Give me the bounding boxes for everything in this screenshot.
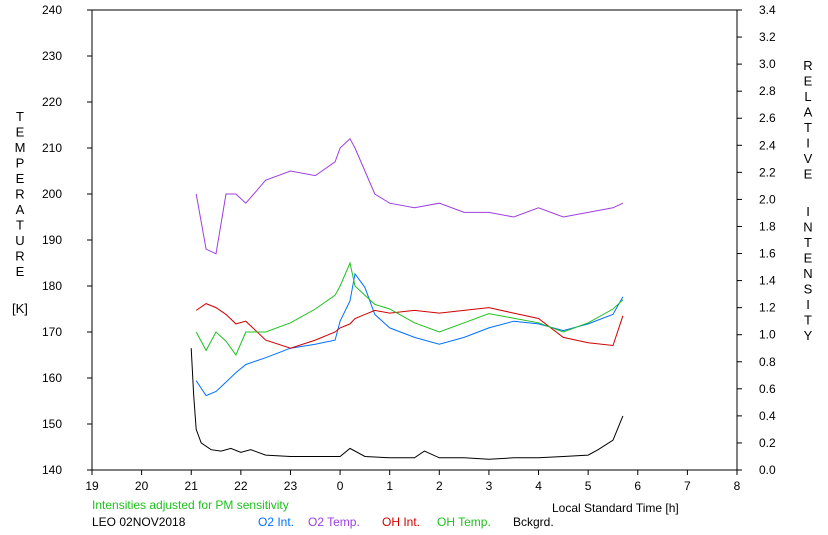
sensitivity-note: Intensities adjusted for PM sensitivity <box>92 498 289 512</box>
y-right-tick-label: 1.0 <box>759 328 776 342</box>
y-right-label-letter: E <box>804 74 813 89</box>
y-right-tick-label: 3.4 <box>759 3 776 17</box>
x-tick-label: 8 <box>734 479 741 493</box>
y-right-tick-label: 1.4 <box>759 274 776 288</box>
y-right-tick-label: 1.6 <box>759 247 776 261</box>
y-left-tick-label: 230 <box>42 49 62 63</box>
x-tick-label: 7 <box>684 479 691 493</box>
y-right-label-letter: N <box>803 266 812 281</box>
y-left-tick-label: 220 <box>42 95 62 109</box>
y-right-tick-label: 2.6 <box>759 111 776 125</box>
y-right-label-letter: I <box>806 136 810 151</box>
series-oh-int <box>195 303 624 349</box>
y-right-label-letter: I <box>806 297 810 312</box>
y-left-tick-label: 140 <box>42 463 62 477</box>
legend-o2-int: O2 Int. <box>258 515 295 529</box>
y-right-tick-label: 0.0 <box>759 463 776 477</box>
y-left-label-letter: R <box>15 187 24 202</box>
series-o2-int <box>195 272 624 397</box>
x-axis-label: Local Standard Time [h] <box>552 501 679 515</box>
y-right-label-letter: T <box>804 235 812 250</box>
y-right-tick-label: 2.0 <box>759 192 776 206</box>
y-left-label-letter: E <box>16 125 25 140</box>
station-date: LEO 02NOV2018 <box>92 515 186 529</box>
x-tick-label: 20 <box>135 479 149 493</box>
y-right-label-letter: L <box>804 89 811 104</box>
y-right-label-letter: N <box>803 220 812 235</box>
y-left-label-letter: E <box>16 264 25 279</box>
x-tick-label: 21 <box>185 479 199 493</box>
y-right-label-letter: S <box>804 282 813 297</box>
legend-oh-temp: OH Temp. <box>437 515 491 529</box>
y-right-tick-label: 2.2 <box>759 165 776 179</box>
y-left-label-letter: A <box>16 202 25 217</box>
y-left-label-letter: M <box>15 140 26 155</box>
x-tick-label: 19 <box>85 479 99 493</box>
x-tick-label: 23 <box>284 479 298 493</box>
y-right-tick-label: 1.8 <box>759 219 776 233</box>
y-right-tick-labels: 0.0 0.2 0.4 0.6 0.8 1.0 1.2 1.4 1.6 1.8 2.0 2.2 2.4 2… <box>759 3 776 477</box>
y-right-label-letter: T <box>804 313 812 328</box>
y-right-label-letter: E <box>804 251 813 266</box>
y-left-unit: [K] <box>12 301 28 316</box>
x-tick-label: 1 <box>386 479 393 493</box>
y-right-tick-label: 0.6 <box>759 382 776 396</box>
y-left-label-letter: P <box>16 156 25 171</box>
y-left-label-letter: E <box>16 171 25 186</box>
y-right-label-letter: V <box>804 151 813 166</box>
y-left-tick-label: 170 <box>42 325 62 339</box>
y-right-tick-label: 2.4 <box>759 138 776 152</box>
tick-marks <box>87 9 742 475</box>
series-o2-temp <box>195 137 624 255</box>
legend-oh-int: OH Int. <box>382 515 421 529</box>
y-left-tick-label: 190 <box>42 233 62 247</box>
y-left-tick-label: 180 <box>42 279 62 293</box>
y-right-tick-label: 3.2 <box>759 30 776 44</box>
y-right-tick-label: 3.0 <box>759 57 776 71</box>
y-left-tick-label: 150 <box>42 417 62 431</box>
plot-frame <box>91 9 738 471</box>
legend-o2-temp: O2 Temp. <box>308 515 360 529</box>
x-tick-label: 0 <box>337 479 344 493</box>
y-left-tick-label: 160 <box>42 371 62 385</box>
y-left-tick-label: 210 <box>42 141 62 155</box>
y-right-tick-label: 1.2 <box>759 301 776 315</box>
y-right-label-letter: A <box>804 105 813 120</box>
y-right-tick-label: 2.8 <box>759 84 776 98</box>
y-left-label-letter: T <box>16 109 24 124</box>
x-tick-label: 2 <box>436 479 443 493</box>
y-right-label-letter: R <box>803 58 812 73</box>
y-left-label-letter: U <box>15 233 24 248</box>
y-left-tick-label: 240 <box>42 3 62 17</box>
x-tick-label: 4 <box>535 479 542 493</box>
x-tick-label: 3 <box>486 479 493 493</box>
y-right-label-letter: E <box>804 167 813 182</box>
y-right-label-letter: T <box>804 120 812 135</box>
x-tick-label: 6 <box>634 479 641 493</box>
y-left-tick-label: 200 <box>42 187 62 201</box>
x-tick-label: 22 <box>234 479 248 493</box>
y-right-tick-label: 0.2 <box>759 436 776 450</box>
series-bckgrd <box>190 348 624 460</box>
legend-bckgrd: Bckgrd. <box>513 515 554 529</box>
x-tick-labels: 19 20 21 22 23 0 1 2 3 4 5 6 7 8 <box>85 479 740 493</box>
y-left-tick-labels: 140 150 160 170 180 190 200 210 220 230 240 <box>42 3 62 477</box>
y-left-label-letter: T <box>16 218 24 233</box>
y-right-tick-label: 0.4 <box>759 409 776 423</box>
series-layer <box>190 137 624 460</box>
y-right-tick-label: 0.8 <box>759 355 776 369</box>
y-right-label-letter: I <box>806 204 810 219</box>
y-left-label-letter: R <box>15 249 24 264</box>
x-tick-label: 5 <box>585 479 592 493</box>
series-oh-temp <box>195 261 624 357</box>
y-right-label-letter: Y <box>804 328 813 343</box>
